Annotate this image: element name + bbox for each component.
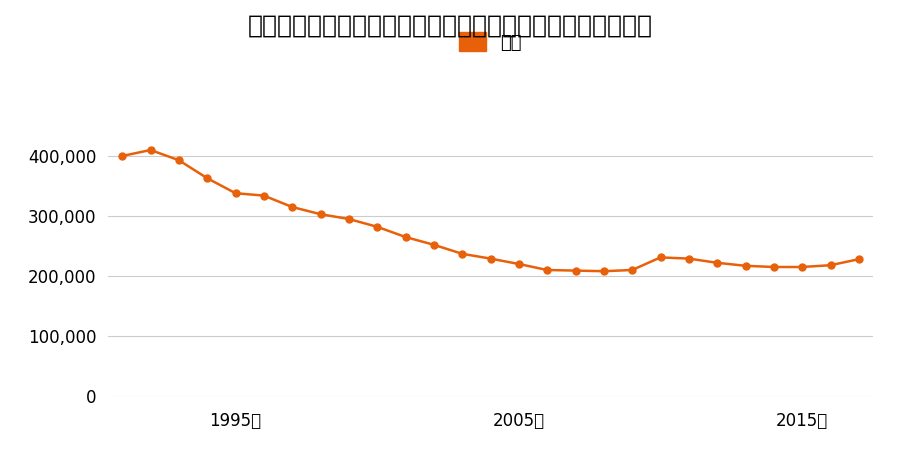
Legend: 価格: 価格 <box>459 32 522 52</box>
Text: 神奈川県横浜市栄区本郷台２丁目１４００番３３の地価推移: 神奈川県横浜市栄区本郷台２丁目１４００番３３の地価推移 <box>248 14 652 37</box>
